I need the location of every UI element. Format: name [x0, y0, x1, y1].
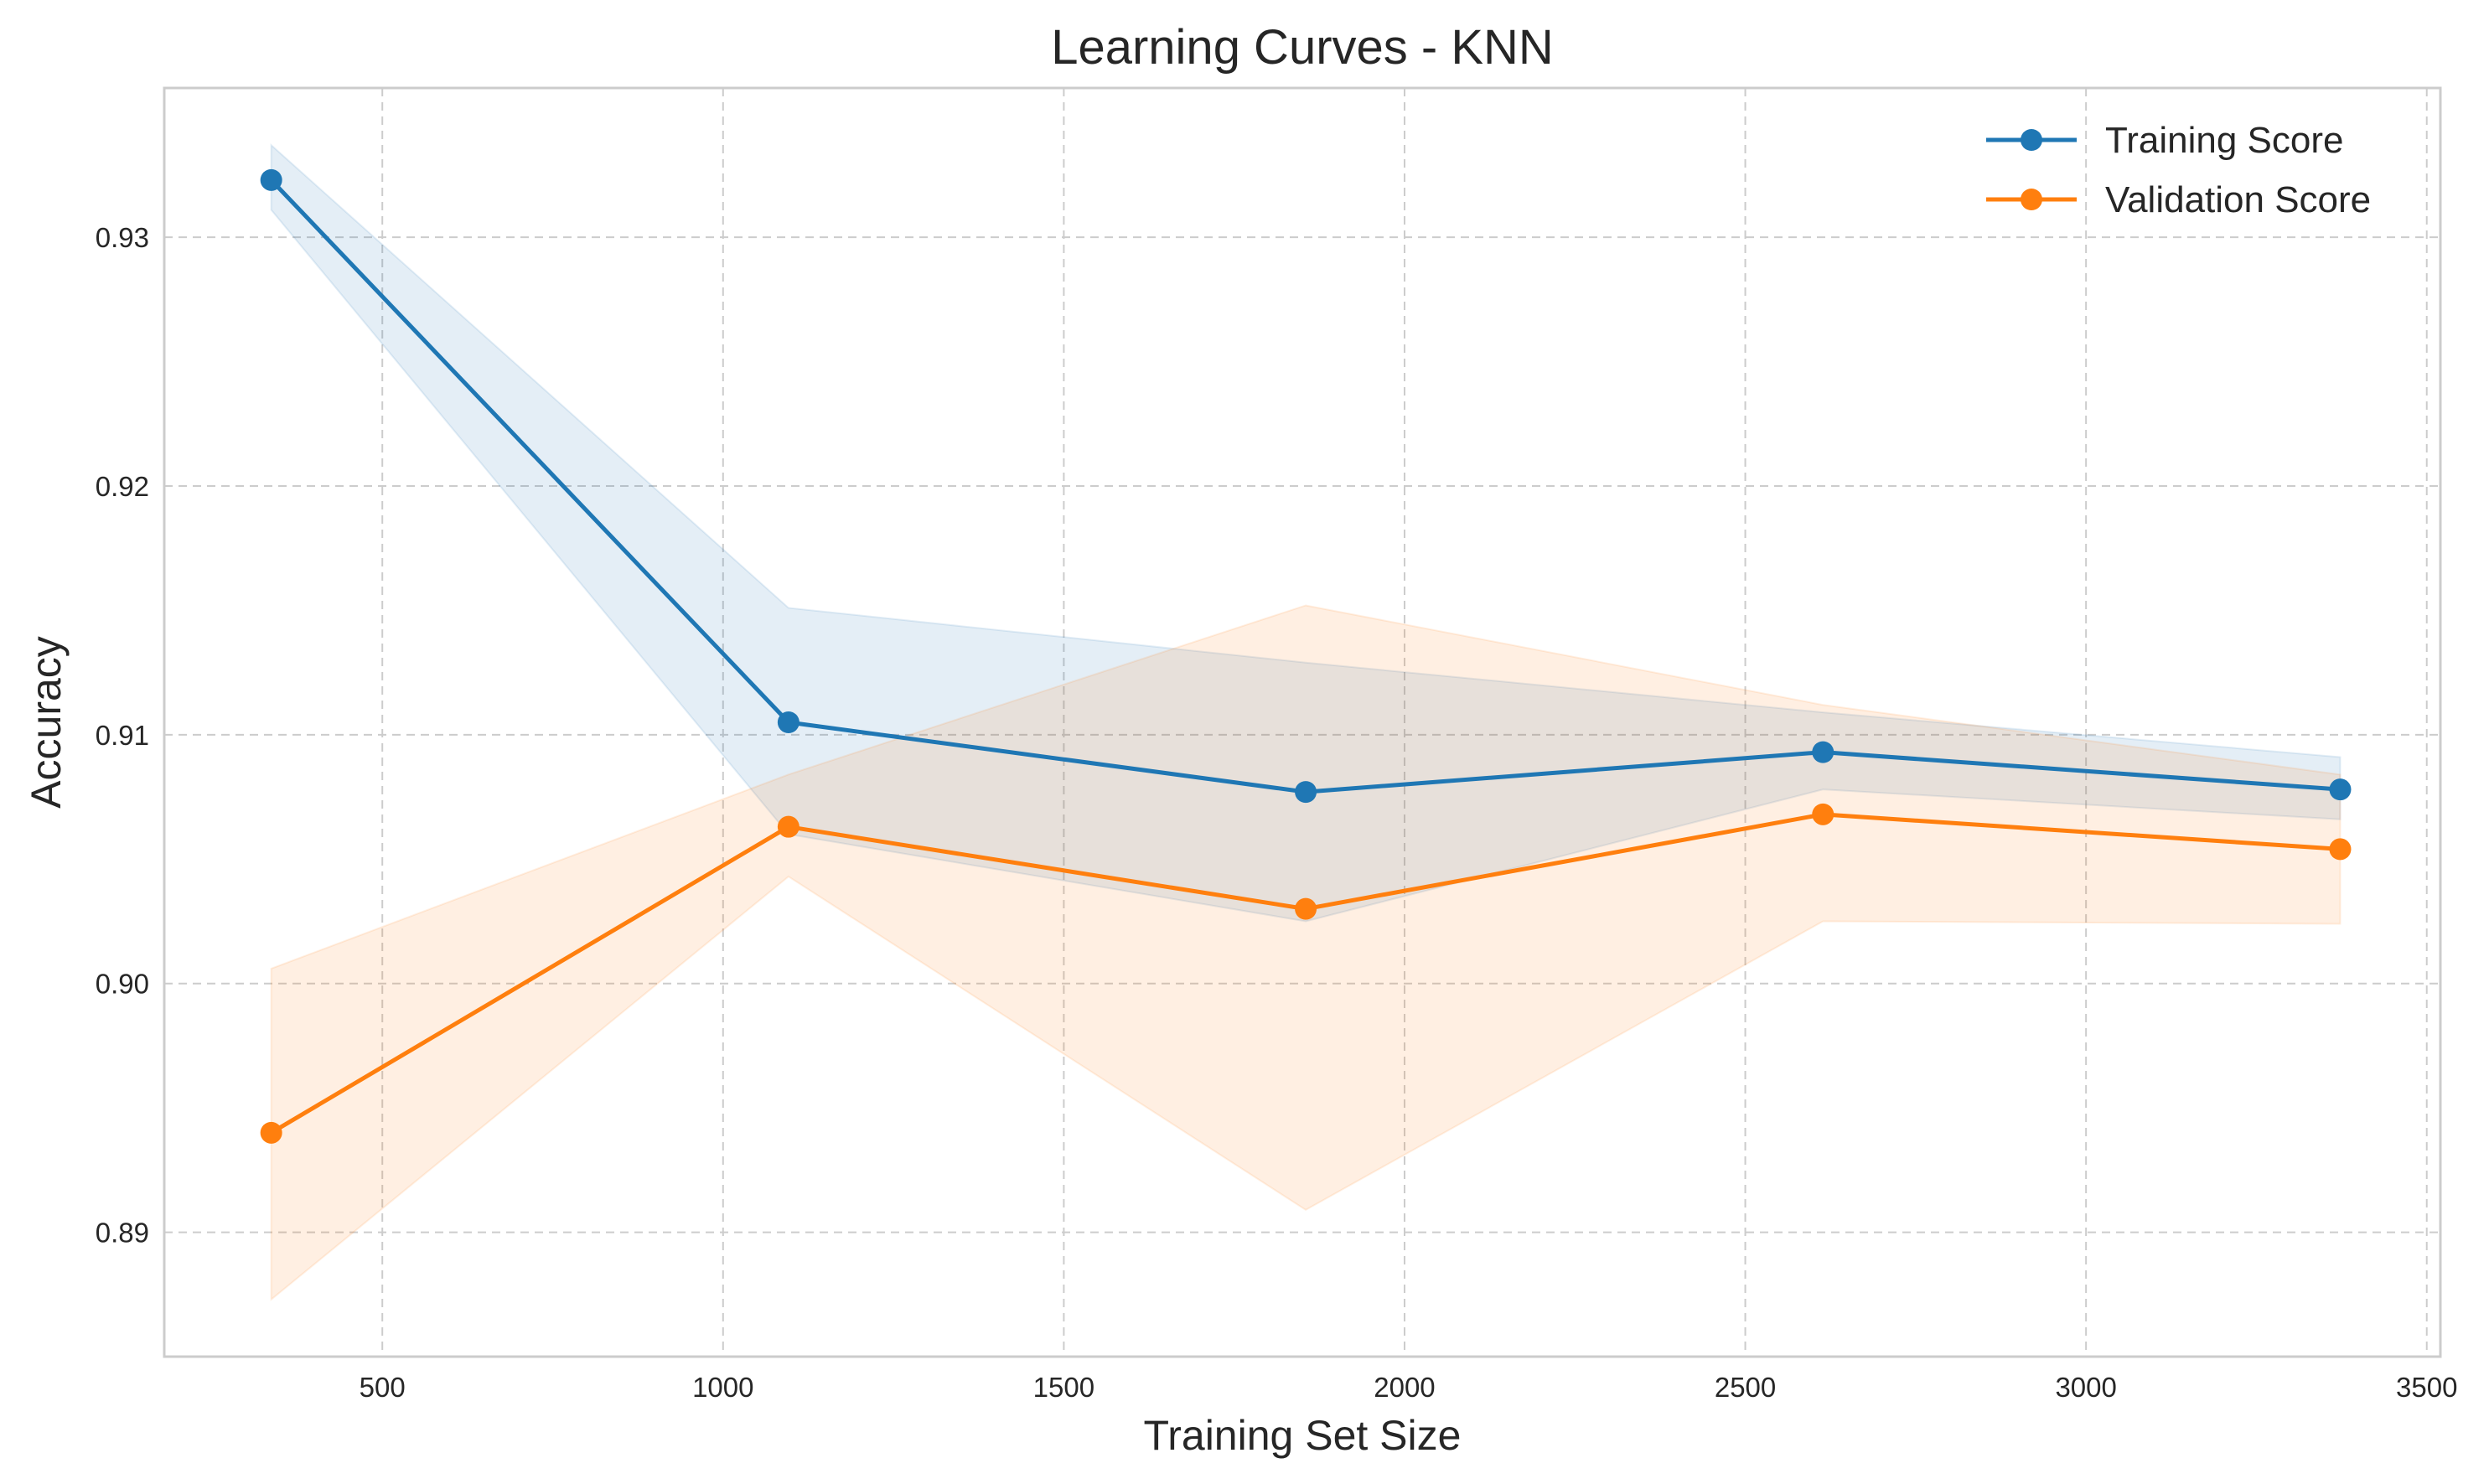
legend-item-validation: Validation Score — [1986, 179, 2371, 220]
chart-title: Learning Curves - KNN — [1051, 20, 1554, 75]
training-score-point — [777, 711, 799, 733]
y-axis-label: Accuracy — [23, 636, 70, 809]
x-tick-label: 3000 — [2055, 1372, 2116, 1403]
x-tick-label: 2000 — [1374, 1372, 1435, 1403]
legend-item-training: Training Score — [1986, 120, 2344, 161]
validation-score-point — [2329, 838, 2352, 861]
y-tick-label: 0.89 — [96, 1218, 149, 1249]
series-markers — [260, 168, 2352, 1144]
x-tick-label: 1000 — [692, 1372, 753, 1403]
validation-score-point — [260, 1121, 282, 1144]
training-score-point — [2329, 778, 2352, 801]
legend-marker-validation — [2021, 189, 2042, 210]
y-tick-label: 0.92 — [96, 471, 149, 502]
legend-label-validation: Validation Score — [2105, 179, 2371, 220]
grid-lines — [164, 88, 2440, 1357]
validation-score-point — [777, 815, 799, 838]
x-axis-ticks: 500 1000 1500 2000 2500 3000 3500 — [360, 1372, 2458, 1403]
validation-score-point — [1295, 897, 1317, 920]
training-score-point — [1295, 781, 1317, 804]
x-tick-label: 3500 — [2396, 1372, 2457, 1403]
y-tick-label: 0.93 — [96, 222, 149, 253]
x-tick-label: 1500 — [1033, 1372, 1094, 1403]
validation-score-band — [270, 604, 2342, 1301]
training-score-point — [1812, 741, 1834, 763]
y-tick-label: 0.90 — [96, 969, 149, 1000]
y-axis-ticks: 0.89 0.90 0.91 0.92 0.93 — [96, 222, 149, 1248]
training-score-point — [260, 168, 282, 191]
validation-score-point — [1812, 803, 1834, 825]
y-tick-label: 0.91 — [96, 720, 149, 751]
plot-frame — [163, 86, 2442, 1358]
x-tick-label: 500 — [360, 1372, 406, 1403]
legend-label-training: Training Score — [2105, 120, 2344, 161]
x-axis-label: Training Set Size — [1144, 1412, 1462, 1459]
legend-marker-training — [2021, 129, 2042, 151]
legend: Training Score Validation Score — [1986, 120, 2371, 220]
x-tick-label: 2500 — [1715, 1372, 1776, 1403]
